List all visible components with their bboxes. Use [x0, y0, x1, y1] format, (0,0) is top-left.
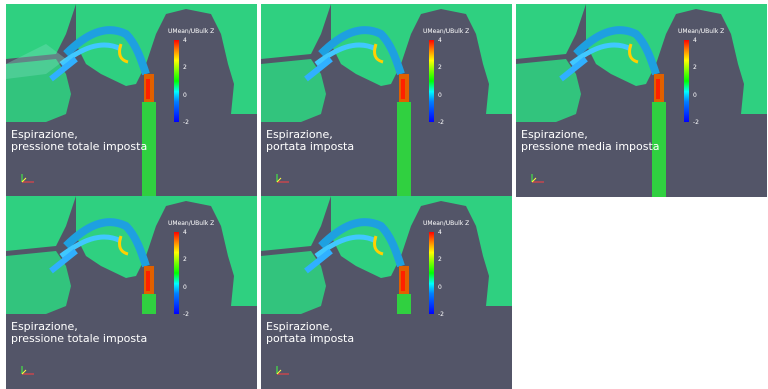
panel-caption: Espirazione, pressione totale imposta	[11, 320, 148, 345]
colorbar-tick: 2	[438, 256, 442, 263]
flow-field-render	[6, 196, 257, 314]
panel-caption: Espirazione, pressione totale imposta	[11, 128, 148, 153]
colorbar	[684, 40, 689, 122]
colorbar-title: UMean/UBulk Z	[168, 28, 215, 35]
panel-caption: Espirazione, portata imposta	[266, 320, 355, 345]
colorbar-tick: 0	[693, 92, 697, 99]
colorbar-tick: 0	[438, 284, 442, 291]
colorbar-tick: 0	[438, 92, 442, 99]
colorbar-tick: -2	[183, 119, 189, 126]
colorbar-tick: 4	[438, 229, 442, 236]
colorbar-tick: 4	[693, 37, 697, 44]
colorbar-tick: 2	[183, 256, 187, 263]
simulation-panel-3: UMean/UBulk Z 4 2 0 -2 Espirazione, pres…	[516, 4, 767, 197]
simulation-panel-1: UMean/UBulk Z 4 2 0 -2 Espirazione, pres…	[6, 4, 257, 197]
panel-caption: Espirazione, pressione media imposta	[521, 128, 660, 153]
colorbar-tick: 2	[438, 64, 442, 71]
flow-field-render	[261, 4, 512, 197]
flow-field-render	[261, 196, 512, 314]
colorbar-tick: -2	[183, 311, 189, 318]
colorbar-title: UMean/UBulk Z	[168, 220, 215, 227]
axes-triad-icon	[276, 174, 289, 183]
colorbar-tick: 2	[183, 64, 187, 71]
axes-triad-icon	[531, 174, 544, 183]
simulation-panel-4: UMean/UBulk Z 4 2 0 -2 Espirazione, pres…	[6, 196, 257, 389]
flow-field-render	[516, 4, 767, 197]
colorbar-title: UMean/UBulk Z	[423, 28, 470, 35]
colorbar	[429, 232, 434, 314]
colorbar-tick: 2	[693, 64, 697, 71]
colorbar-tick: 0	[183, 92, 187, 99]
simulation-panel-5: UMean/UBulk Z 4 2 0 -2 Espirazione, port…	[261, 196, 512, 389]
colorbar-title: UMean/UBulk Z	[423, 220, 470, 227]
colorbar-title: UMean/UBulk Z	[678, 28, 725, 35]
colorbar	[174, 40, 179, 122]
simulation-panel-2: UMean/UBulk Z 4 2 0 -2 Espirazione, port…	[261, 4, 512, 197]
axes-triad-icon	[21, 174, 34, 183]
colorbar-tick: 4	[183, 229, 187, 236]
colorbar	[174, 232, 179, 314]
axes-triad-icon	[276, 366, 289, 375]
colorbar-tick: 0	[183, 284, 187, 291]
colorbar	[429, 40, 434, 122]
axes-triad-icon	[21, 366, 34, 375]
colorbar-tick: -2	[693, 119, 699, 126]
colorbar-tick: 4	[183, 37, 187, 44]
colorbar-tick: -2	[438, 119, 444, 126]
panel-caption: Espirazione, portata imposta	[266, 128, 355, 153]
colorbar-tick: 4	[438, 37, 442, 44]
colorbar-tick: -2	[438, 311, 444, 318]
flow-field-render	[6, 4, 257, 197]
